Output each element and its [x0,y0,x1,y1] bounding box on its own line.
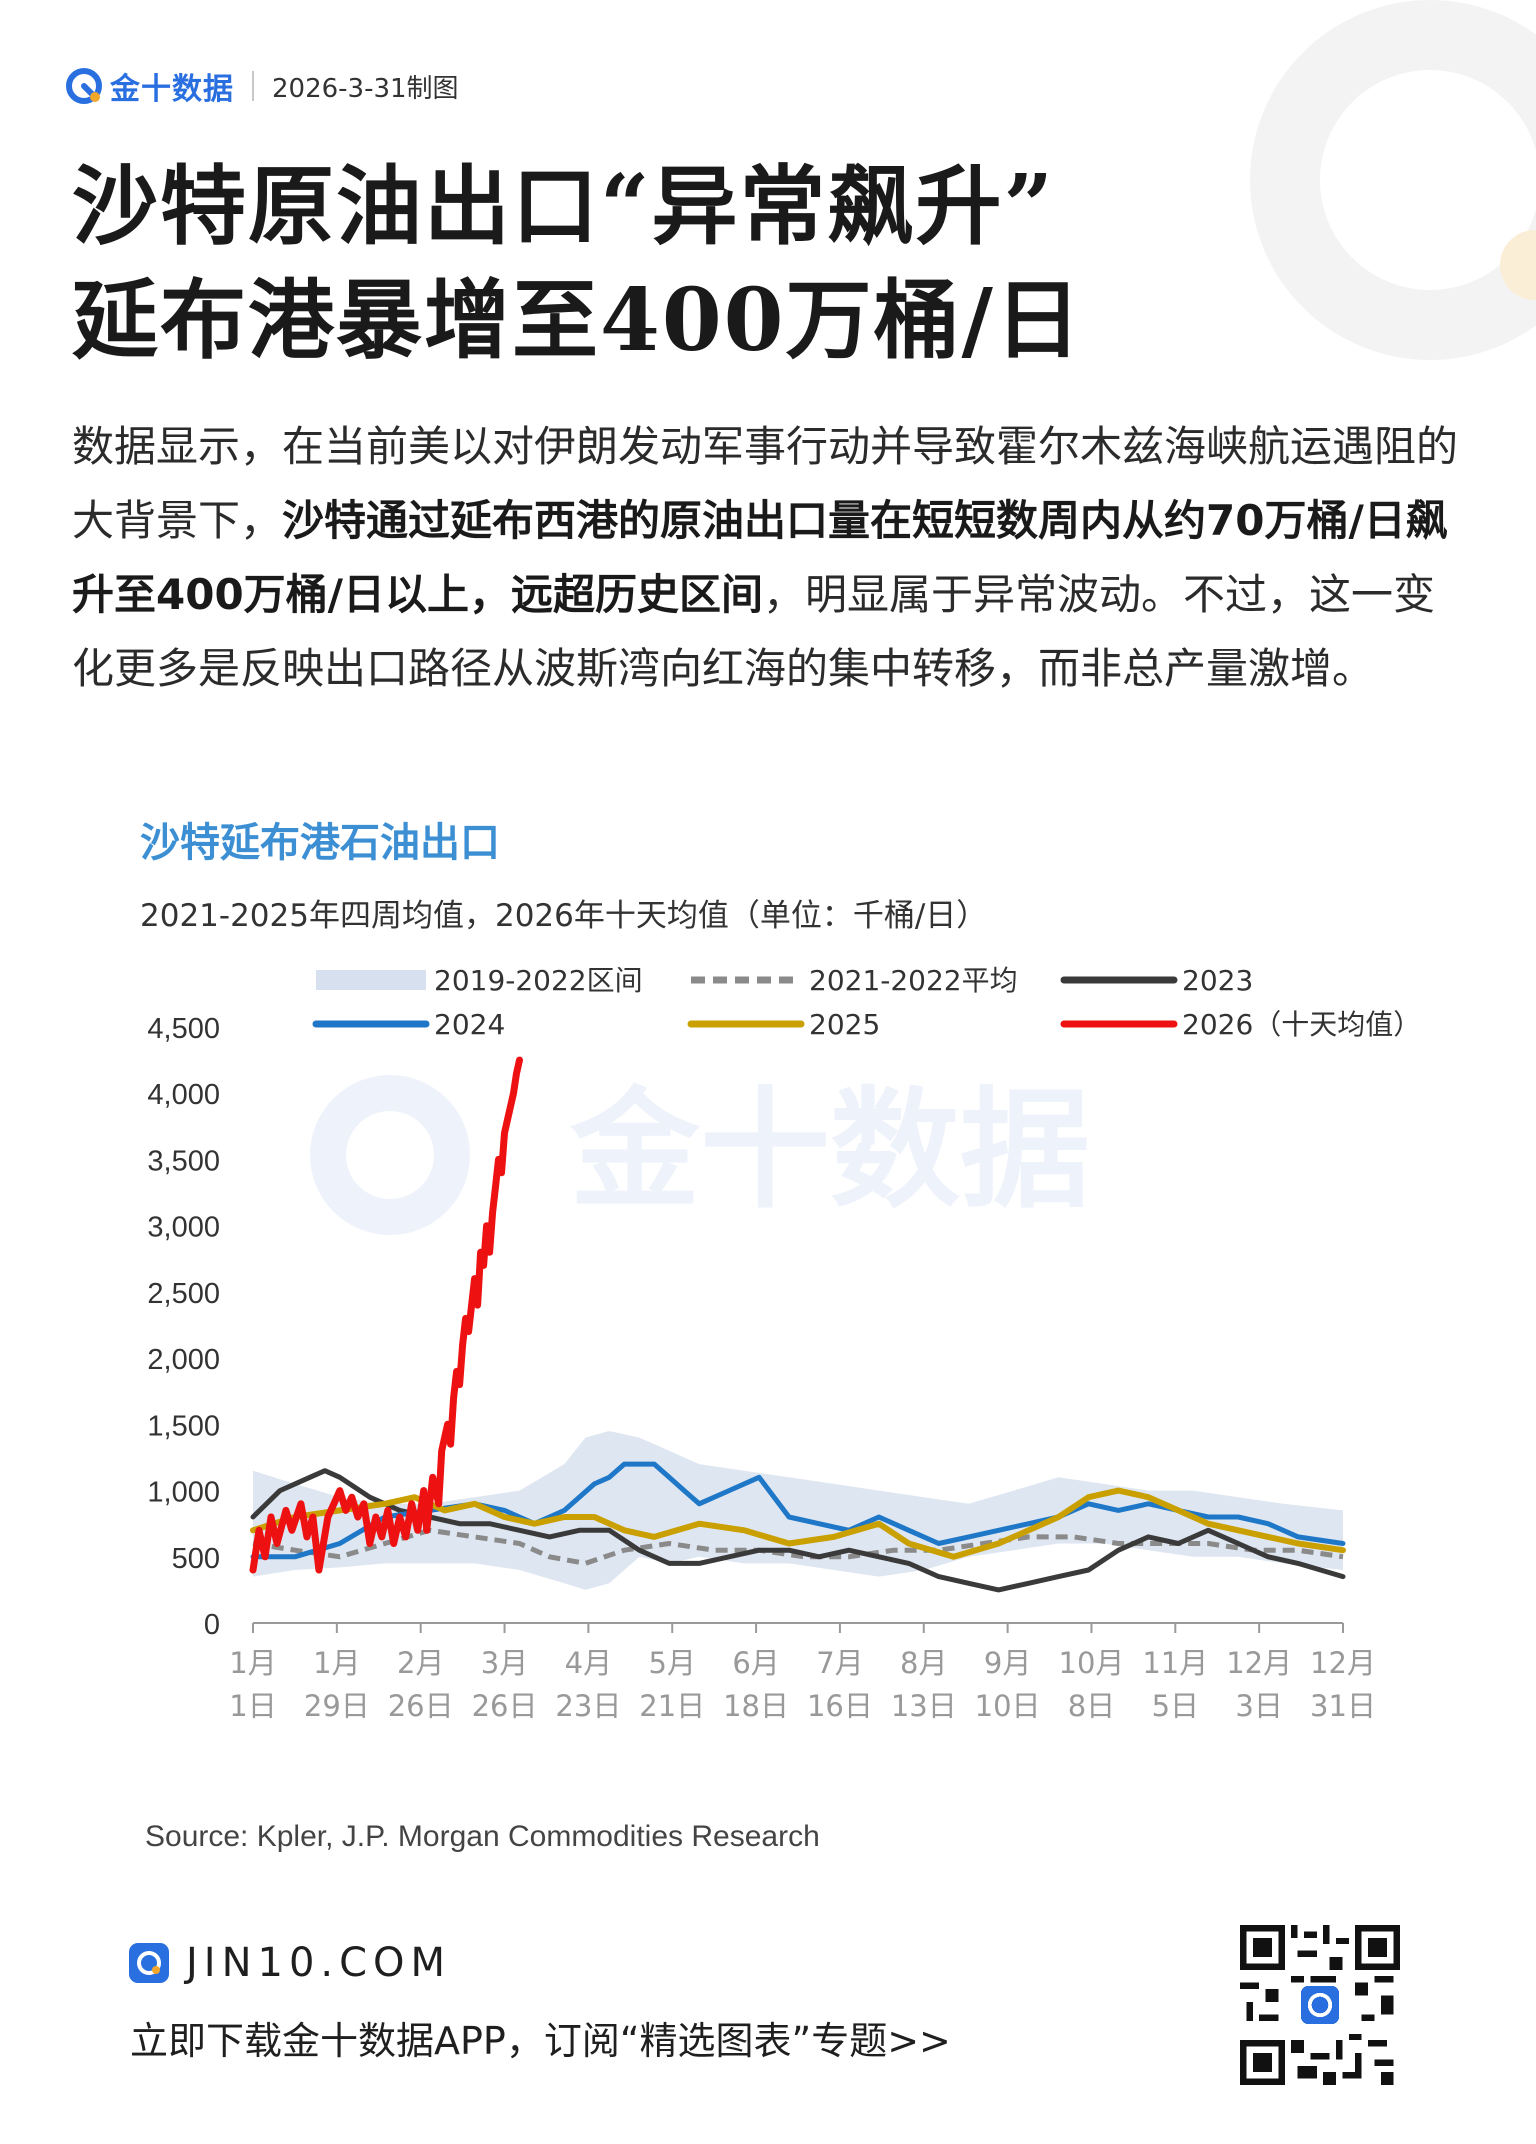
y-tick-label: 4,000 [147,1079,220,1111]
legend-label: 2025 [809,1008,880,1041]
y-tick-label: 2,000 [147,1344,220,1376]
footer-brand[interactable]: JIN10.COM [128,1940,451,1986]
chart-container: 沙特延布港石油出口 2021-2025年四周均值，2026年十天均值（单位：千桶… [0,800,1536,1870]
x-tick-label-month: 1月 [229,1646,276,1680]
chart-title: 沙特延布港石油出口 [140,820,500,866]
x-tick-label-month: 3月 [481,1646,528,1680]
x-tick-label-day: 26日 [388,1689,454,1723]
x-tick-label-month: 10月 [1059,1646,1125,1680]
x-tick-label-day: 3日 [1235,1689,1282,1723]
y-tick-label: 500 [172,1543,220,1575]
header: 金十数据 2026-3-31制图 [64,64,459,108]
x-tick-label-day: 8日 [1068,1689,1115,1723]
x-tick-label-month: 7月 [816,1646,863,1680]
site-url[interactable]: JIN10.COM [186,1940,452,1986]
paragraph-part-1: 数据显示，在当前美以对伊朗发动军事行动并导致霍尔木兹海峡航运遇阻的大背景下， [72,422,1459,545]
x-tick-label-day: 10日 [975,1689,1041,1723]
paragraph-part-2: ，明显属于异常波动。不过，这一变化更多是反映出口路径从波斯湾向红海的集中转移，而… [72,570,1436,693]
x-tick-label-day: 18日 [723,1689,789,1723]
header-divider [252,71,254,101]
series-line [250,1468,1346,1593]
legend-label: 2026（十天均值） [1182,1008,1421,1041]
download-cta[interactable]: 立即下载金十数据APP，订阅“精选图表”专题>> [130,2019,951,2063]
y-tick-label: 3,000 [147,1212,220,1244]
y-tick-label: 3,500 [147,1145,220,1177]
legend-label: 2024 [434,1008,505,1041]
range-band-area [253,1431,1343,1590]
article-paragraph: 数据显示，在当前美以对伊朗发动军事行动并导致霍尔木兹海峡航运遇阻的大背景下，沙特… [72,410,1472,706]
legend-label: 2023 [1182,964,1253,997]
x-tick-label-day: 1日 [229,1689,276,1723]
x-axis: 1月 1日 1月 29日 2月 26日 3月 26日 4月 23日 5月 21日 6月 18日 7月 16日 8… [229,1622,1376,1723]
series-line [250,1487,1346,1560]
x-tick-label-day: 23日 [555,1689,621,1723]
x-tick-label-month: 11月 [1142,1646,1208,1680]
jin10-app-icon [129,1943,169,1983]
x-tick-label-day: 16日 [807,1689,873,1723]
chart-watermark: 金十数据 [310,1074,1090,1235]
x-tick-label-month: 5月 [649,1646,696,1680]
x-tick-label-day: 13日 [891,1689,957,1723]
series-line [252,1527,1344,1566]
series-line [249,1056,523,1574]
x-tick-label-month: 4月 [565,1646,612,1680]
headline-line-2: 延布港暴增至400万桶/日 [72,270,1083,371]
series-line [250,1461,1346,1560]
paragraph-emphasis: 沙特通过延布西港的原油出口量在短短数周内从约70万桶/日飙升至400万桶/日以上… [72,496,1448,619]
legend-swatch [316,970,426,990]
x-tick-label-day: 5日 [1152,1689,1199,1723]
x-tick-label-day: 26日 [472,1689,538,1723]
x-tick-label-month: 12月 [1310,1646,1376,1680]
jin10-logo-icon [66,68,102,104]
x-tick-label-day: 29日 [304,1689,370,1723]
legend: 2019-2022区间 2021-2022平均 2023 2024 2025 2026（十… [312,964,1421,1041]
y-tick-label: 1,500 [147,1410,220,1442]
x-tick-label-day: 21日 [639,1689,705,1723]
chart-date: 2026-3-31制图 [272,73,459,104]
source-note: Source: Kpler, J.P. Morgan Commodities R… [145,1820,820,1853]
y-tick-label: 1,000 [147,1477,220,1509]
headline-line-1: 沙特原油出口“异常飙升” [72,156,1055,257]
x-tick-label-month: 9月 [984,1646,1031,1680]
x-tick-label-month: 2月 [397,1646,444,1680]
qr-code-icon[interactable] [1240,1925,1400,2085]
x-tick-label-day: 31日 [1310,1689,1376,1723]
chart-subtitle: 2021-2025年四周均值，2026年十天均值（单位：千桶/日） [140,898,988,934]
y-tick-label: 4,500 [147,1013,220,1045]
legend-label: 2021-2022平均 [809,964,1018,997]
y-axis: 0 500 1,000 1,500 2,000 2,500 3,000 3,500 4,000 4… [147,1013,220,1641]
x-tick-label-month: 12月 [1226,1646,1292,1680]
watermark-text: 金十数据 [569,1074,1090,1226]
x-tick-label-month: 1月 [313,1646,360,1680]
y-tick-label: 0 [204,1609,220,1641]
series-lines [249,1056,1346,1593]
headline: 沙特原油出口“异常飙升” 延布港暴增至400万桶/日 [72,150,1472,378]
x-tick-label-month: 8月 [900,1646,947,1680]
x-tick-label-month: 6月 [732,1646,779,1680]
line-chart: 金十数据 0 500 1,000 1,500 2,000 2,500 3,000 3,500 4… [147,964,1421,1723]
y-tick-label: 2,500 [147,1278,220,1310]
brand-name: 金十数据 [110,72,234,107]
range-band [253,1431,1343,1590]
legend-label: 2019-2022区间 [434,964,643,997]
